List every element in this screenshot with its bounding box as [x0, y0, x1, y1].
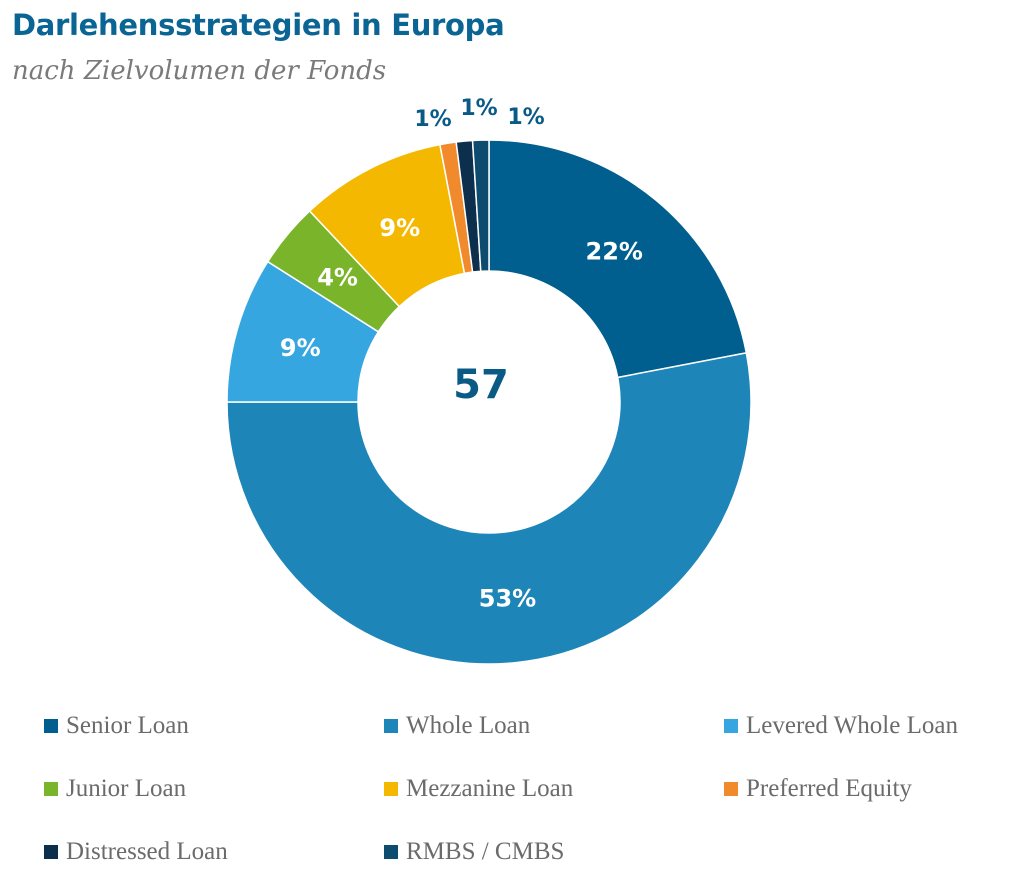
slice-label-junior-loan: 4% [317, 264, 358, 292]
legend-label: Distressed Loan [66, 838, 228, 865]
legend-label: Levered Whole Loan [746, 712, 958, 739]
slice-label-whole-loan: 53% [479, 585, 536, 613]
legend-label: Senior Loan [66, 712, 189, 739]
legend-label: RMBS / CMBS [406, 838, 565, 865]
center-value-label: 57 [453, 362, 509, 408]
slice-senior-loan [488, 139, 748, 379]
slice-label-rmbs-cmbs: 1% [507, 105, 544, 130]
slice-label-mezzanine-loan: 9% [379, 214, 420, 242]
legend-swatch [44, 845, 58, 859]
slice-label-levered-whole-loan: 9% [280, 334, 321, 362]
legend-item: RMBS / CMBS [384, 832, 724, 872]
legend-item: Whole Loan [384, 706, 724, 746]
chart-subtitle: nach Zielvolumen der Fonds [12, 56, 387, 86]
donut-chart: 22% 53% 9% 4% 9% 1% 1% 1% 57 [226, 96, 752, 665]
legend-swatch [384, 719, 398, 733]
chart-title: Darlehensstrategien in Europa [12, 8, 505, 42]
legend-label: Junior Loan [66, 775, 187, 802]
slice-label-preferred-equity: 1% [414, 107, 451, 132]
legend-item: Preferred Equity [724, 769, 1014, 809]
legend-swatch [44, 719, 58, 733]
legend-swatch [44, 782, 58, 796]
legend-label: Preferred Equity [746, 775, 912, 802]
chart-legend: Senior Loan Whole Loan Levered Whole Loan J… [44, 706, 1014, 895]
legend-label: Whole Loan [406, 712, 531, 739]
legend-item: Mezzanine Loan [384, 769, 724, 809]
legend-item: Junior Loan [44, 769, 384, 809]
slice-label-distressed-loan: 1% [460, 96, 497, 121]
legend-item: Distressed Loan [44, 832, 384, 872]
legend-item: Levered Whole Loan [724, 706, 1014, 746]
legend-swatch [724, 782, 738, 796]
legend-swatch [384, 782, 398, 796]
legend-item: Senior Loan [44, 706, 384, 746]
slice-label-senior-loan: 22% [586, 238, 643, 266]
legend-swatch [724, 719, 738, 733]
legend-label: Mezzanine Loan [406, 775, 574, 802]
slice-rmbs-cmbs [471, 139, 490, 273]
legend-swatch [384, 845, 398, 859]
slice-whole-loan [226, 352, 752, 665]
